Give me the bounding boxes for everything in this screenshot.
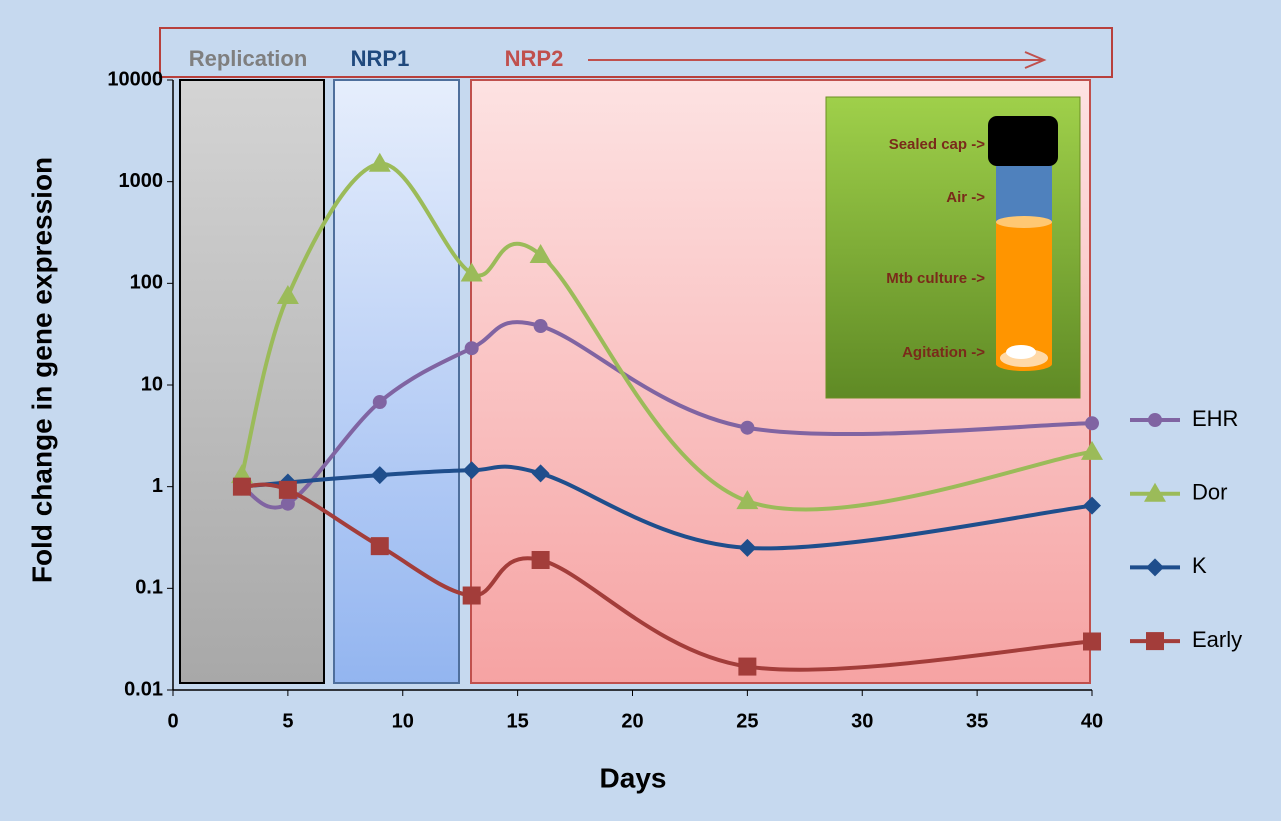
inset-label: Air ->	[946, 189, 985, 206]
phase-label: NRP1	[351, 46, 410, 71]
phase-replication	[179, 79, 325, 684]
legend-label: Early	[1192, 627, 1242, 652]
y-tick-label: 1000	[119, 170, 164, 192]
legend-label: K	[1192, 553, 1207, 578]
marker	[1085, 416, 1099, 431]
legend-label: Dor	[1192, 480, 1227, 505]
marker	[531, 550, 550, 569]
marker	[1081, 440, 1103, 460]
tube-culture	[996, 222, 1052, 364]
marker	[533, 319, 548, 334]
marker	[462, 586, 481, 605]
marker	[372, 395, 387, 410]
x-tick-label: 20	[621, 710, 643, 732]
marker	[738, 657, 757, 676]
legend-label: EHR	[1192, 406, 1238, 431]
y-tick-label: 100	[130, 272, 163, 294]
marker	[280, 496, 295, 511]
x-tick-label: 30	[851, 710, 873, 732]
marker	[1083, 496, 1101, 515]
marker	[370, 537, 389, 556]
legend-marker	[1148, 413, 1162, 427]
inset-label: Agitation ->	[902, 344, 985, 361]
x-tick-label: 40	[1081, 710, 1103, 732]
marker	[1083, 632, 1101, 651]
series-line	[241, 482, 1093, 672]
y-tick-label: 10	[141, 373, 163, 395]
y-tick-label: 10000	[107, 68, 163, 90]
tube-air	[996, 160, 1052, 226]
x-tick-label: 35	[966, 710, 988, 732]
marker	[232, 477, 251, 496]
y-tick-label: 0.1	[135, 577, 163, 599]
marker	[276, 285, 299, 305]
phase-label: Replication	[189, 46, 308, 71]
inset-label: Mtb culture ->	[886, 270, 985, 287]
marker	[529, 243, 552, 263]
marker	[368, 152, 391, 172]
tube-surface	[996, 216, 1052, 228]
y-tick-label: 0.01	[124, 678, 163, 700]
inset-label: Sealed cap ->	[889, 136, 986, 153]
marker	[740, 420, 755, 435]
phase-frame	[159, 27, 1113, 78]
x-tick-label: 0	[167, 710, 178, 732]
x-tick-label: 15	[507, 710, 529, 732]
marker	[464, 341, 479, 356]
marker	[531, 464, 550, 483]
marker	[736, 490, 759, 510]
marker	[460, 262, 483, 282]
x-tick-label: 10	[392, 710, 414, 732]
marker	[462, 461, 481, 480]
inset: Sealed cap -> Air -> Mtb culture -> Agit…	[825, 96, 1081, 399]
phase-arrow-head	[1024, 51, 1047, 69]
y-tick-label: 1	[152, 475, 163, 497]
x-tick-label: 25	[736, 710, 758, 732]
series-line	[241, 464, 1093, 551]
legend-marker	[1144, 482, 1166, 502]
legend-marker	[1146, 558, 1164, 577]
marker	[370, 466, 389, 485]
x-tick-label: 5	[282, 710, 293, 732]
phase-label: NRP2	[505, 46, 564, 71]
legend-marker	[1146, 632, 1164, 651]
series-line	[240, 320, 1093, 510]
stir-bar	[1006, 345, 1036, 359]
tube-cap	[988, 116, 1058, 166]
x-axis-label: Days	[600, 762, 667, 793]
y-axis-label: Fold change in gene expression	[26, 157, 57, 583]
marker	[738, 538, 757, 557]
marker	[278, 480, 297, 499]
